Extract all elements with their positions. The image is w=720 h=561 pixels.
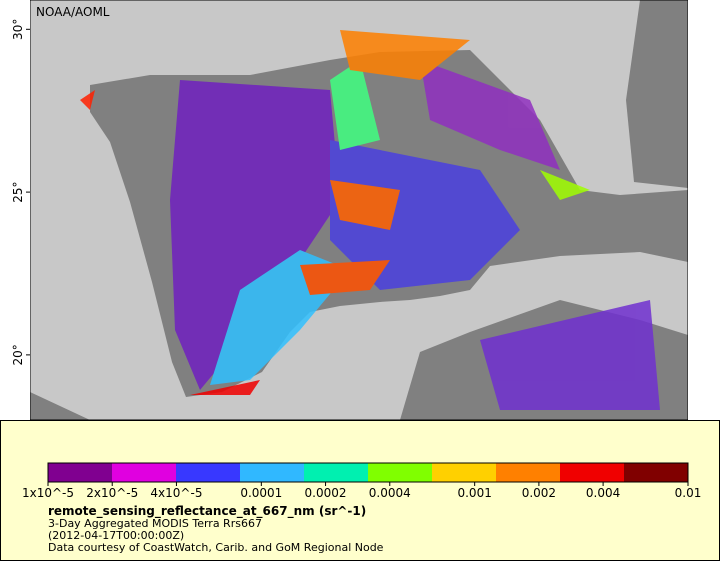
colorbar-segment — [240, 463, 305, 482]
colorbar-segment — [624, 463, 689, 482]
colorbar-tick-label: 4x10^-5 — [150, 486, 202, 500]
colorbar-tick-label: 0.0001 — [240, 486, 282, 500]
map-area — [30, 0, 688, 420]
legend-line: 3-Day Aggregated MODIS Terra Rrs667 — [48, 517, 262, 530]
colorbar-segment — [48, 463, 113, 482]
colorbar-segment — [112, 463, 177, 482]
lat-tick-label: 30° — [11, 19, 25, 40]
colorbar-segment — [432, 463, 497, 482]
legend-line: Data courtesy of CoastWatch, Carib. and … — [48, 541, 384, 554]
colorbar-segment — [560, 463, 625, 482]
colorbar-tick-label: 2x10^-5 — [86, 486, 138, 500]
colorbar-frame — [47, 462, 689, 483]
pacific-ocean — [30, 392, 90, 420]
legend-variable: remote_sensing_reflectance_at_667_nm (sr… — [48, 504, 366, 519]
colorbar-tick-label: 0.001 — [457, 486, 491, 500]
legend-line: (2012-04-17T00:00:00Z) — [48, 529, 184, 542]
colorbar-tick-label: 1x10^-5 — [22, 486, 74, 500]
colorbar-tick-label: 0.004 — [586, 486, 620, 500]
legend-box — [0, 420, 720, 561]
colorbar-segment — [496, 463, 561, 482]
colorbar-tick-label: 0.002 — [522, 486, 556, 500]
atlantic-ocean — [626, 0, 688, 188]
colorbar-segment — [176, 463, 241, 482]
lat-tick-label: 25° — [11, 181, 25, 202]
colorbar-tick-label: 0.0002 — [305, 486, 347, 500]
colorbar-segment — [368, 463, 433, 482]
satellite-data — [80, 30, 660, 410]
colorbar: 1x10^-5 2x10^-5 4x10^-5 0.0001 0.0002 0.0004 0… — [22, 462, 702, 500]
credit: NOAA/AOML — [36, 5, 110, 19]
colorbar-tick-label: 0.01 — [675, 486, 702, 500]
colorbar-segment — [304, 463, 369, 482]
colorbar-tick-label: 0.0004 — [369, 486, 411, 500]
lat-tick-label: 20° — [11, 344, 25, 365]
